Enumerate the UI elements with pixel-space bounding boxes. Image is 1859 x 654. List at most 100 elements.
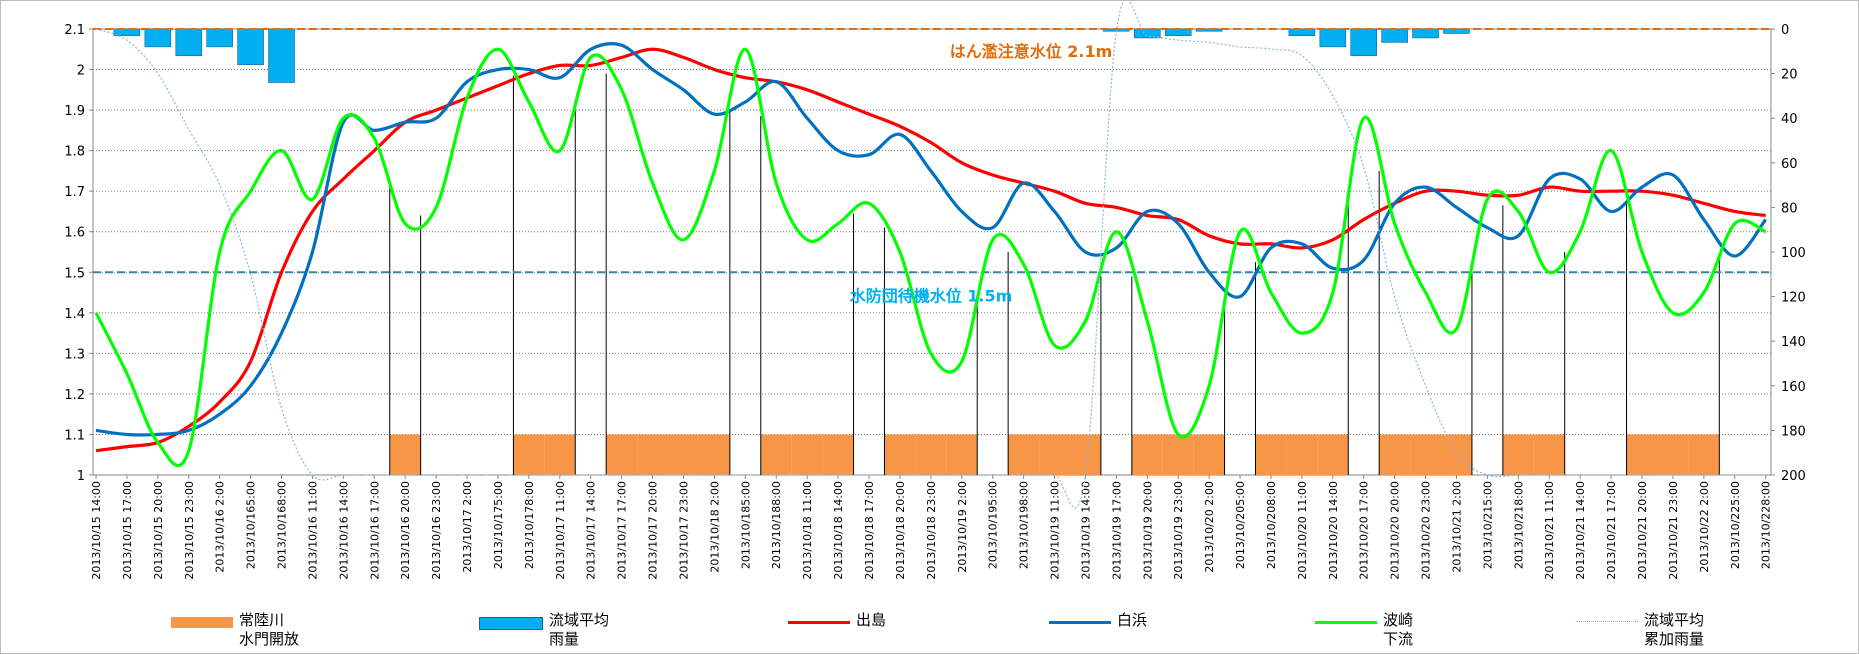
- y-tick-label: 1.4: [64, 307, 85, 322]
- y-tick-label: 2: [77, 64, 85, 79]
- x-tick-label: 2013/10/218:00: [1512, 481, 1525, 569]
- x-tick-label: 2013/10/19 17:00: [1110, 481, 1123, 580]
- x-tick-label: 2013/10/19 11:00: [1049, 481, 1062, 580]
- y2-tick-label: 20: [1781, 68, 1798, 83]
- y2-tick-label: 60: [1781, 157, 1798, 172]
- legend-label: 白浜: [1117, 611, 1148, 629]
- legend-swatch: [1315, 621, 1377, 624]
- y-tick-label: 1.7: [64, 185, 85, 200]
- reference-label: はん濫注意水位 2.1m: [950, 42, 1113, 61]
- gate-bar: [1039, 434, 1070, 475]
- y-tick-label: 1.9: [64, 104, 85, 119]
- x-tick-label: 2013/10/20 23:00: [1420, 481, 1433, 580]
- x-tick-label: 2013/10/21 23:00: [1667, 481, 1680, 580]
- x-tick-label: 2013/10/15 17:00: [121, 481, 134, 580]
- gate-bar: [1657, 434, 1689, 475]
- x-tick-label: 2013/10/20 2:00: [1203, 481, 1216, 573]
- gate-bar: [1286, 434, 1318, 475]
- gate-bar: [698, 434, 730, 475]
- gate-bar: [668, 434, 699, 475]
- x-tick-label: 2013/10/19 14:00: [1079, 481, 1092, 580]
- legend-label: 流域平均 雨量: [549, 611, 610, 648]
- legend-item: 白浜: [1049, 611, 1147, 630]
- x-tick-label: 2013/10/18 23:00: [925, 481, 938, 580]
- gate-bar: [513, 434, 545, 475]
- gate-bar: [1131, 434, 1163, 475]
- x-tick-label: 2013/10/20 14:00: [1327, 481, 1340, 580]
- x-tick-label: 2013/10/17 20:00: [647, 481, 660, 580]
- gate-bar: [1441, 434, 1472, 475]
- x-tick-label: 2013/10/15 20:00: [152, 481, 165, 580]
- legend-item: 出島: [788, 611, 886, 630]
- gate-bar: [606, 434, 638, 475]
- legend: 常陸川 水門開放 流域平均 雨量 出島 白浜 波崎 下流 流域平均 累加雨量: [1, 611, 1858, 653]
- x-tick-label: 2013/10/20 20:00: [1389, 481, 1402, 580]
- rain-bar: [206, 28, 233, 48]
- y-tick-label: 1.5: [64, 266, 85, 281]
- x-tick-label: 2013/10/16 20:00: [399, 481, 412, 580]
- legend-swatch: [1576, 621, 1638, 622]
- x-tick-label: 2013/10/16 14:00: [337, 481, 350, 580]
- rain-bar: [1133, 28, 1161, 39]
- x-tick-label: 2013/10/18 20:00: [894, 481, 907, 580]
- line-series: [94, 47, 1767, 468]
- x-tick-label: 2013/10/215:00: [1481, 481, 1494, 569]
- gate-bar: [791, 434, 823, 475]
- gate-bar: [1069, 434, 1101, 475]
- x-tick-label: 2013/10/20 11:00: [1296, 481, 1309, 580]
- x-tick-label: 2013/10/17 14:00: [585, 481, 598, 580]
- rain-bar: [1319, 28, 1347, 48]
- x-tick-label: 2013/10/195:00: [987, 481, 1000, 569]
- x-tick-label: 2013/10/185:00: [739, 481, 752, 569]
- x-tick-label: 2013/10/17 2:00: [461, 481, 474, 573]
- plot-area: [92, 28, 1772, 476]
- x-tick-label: 2013/10/21 2:00: [1450, 481, 1463, 573]
- gate-bar: [884, 434, 916, 475]
- x-tick-label: 2013/10/188:00: [770, 481, 783, 569]
- x-tick-label: 2013/10/18 11:00: [801, 481, 814, 580]
- y-tick-label: 1.6: [64, 226, 85, 241]
- y2-tick-label: 140: [1781, 335, 1806, 350]
- x-tick-label: 2013/10/21 20:00: [1636, 481, 1649, 580]
- gate-bar: [1255, 434, 1287, 475]
- y2-tick-label: 100: [1781, 246, 1806, 261]
- gate-bar: [760, 434, 792, 475]
- rain-bar: [237, 28, 264, 65]
- x-tick-label: 2013/10/19 2:00: [956, 481, 969, 573]
- legend-label: 波崎 下流: [1383, 611, 1414, 648]
- x-tick-label: 2013/10/178:00: [523, 481, 536, 569]
- x-tick-label: 2013/10/16 11:00: [306, 481, 319, 580]
- y2-tick-label: 40: [1781, 112, 1798, 127]
- legend-label: 流域平均 累加雨量: [1644, 611, 1705, 648]
- rain-bar: [1412, 28, 1439, 39]
- reference-label: 水防団待機水位 1.5m: [850, 286, 1013, 305]
- y2-tick-label: 180: [1781, 424, 1806, 439]
- gate-bar: [915, 434, 947, 475]
- gate-bar: [389, 434, 421, 475]
- x-tick-label: 2013/10/21 14:00: [1574, 481, 1587, 580]
- legend-label: 出島: [856, 611, 887, 629]
- rain-bar: [175, 28, 203, 57]
- x-tick-label: 2013/10/22 2:00: [1698, 481, 1711, 573]
- x-tick-label: 2013/10/205:00: [1234, 481, 1247, 569]
- y-tick-label: 1.1: [64, 428, 85, 443]
- rain-bar: [113, 28, 141, 36]
- gate-bar: [1162, 434, 1194, 475]
- gate-bar: [1688, 434, 1720, 475]
- x-tick-label: 2013/10/17 11:00: [554, 481, 567, 580]
- x-tick-label: 2013/10/18 17:00: [863, 481, 876, 580]
- legend-swatch: [1049, 621, 1111, 624]
- y-tick-label: 1: [77, 469, 85, 484]
- x-tick-label: 2013/10/208:00: [1265, 481, 1278, 569]
- x-tick-label: 2013/10/198:00: [1018, 481, 1031, 569]
- gate-bar: [1410, 434, 1442, 475]
- chart: 1 1.1 1.2 1.3 1.4 1.5 1.6 1.7 1.8 1.9 2 2.1 0 20 40 60 8…: [64, 1, 1806, 580]
- legend-label: 常陸川 水門開放: [239, 611, 300, 648]
- y-tick-label: 2.1: [64, 23, 85, 38]
- gate-bar: [1533, 434, 1565, 475]
- x-tick-label: 2013/10/16 2:00: [214, 481, 227, 573]
- legend-item: 波崎 下流: [1315, 611, 1413, 649]
- gate-bar: [822, 434, 854, 475]
- gate-bar: [637, 434, 669, 475]
- x-tick-label: 2013/10/225:00: [1729, 481, 1742, 569]
